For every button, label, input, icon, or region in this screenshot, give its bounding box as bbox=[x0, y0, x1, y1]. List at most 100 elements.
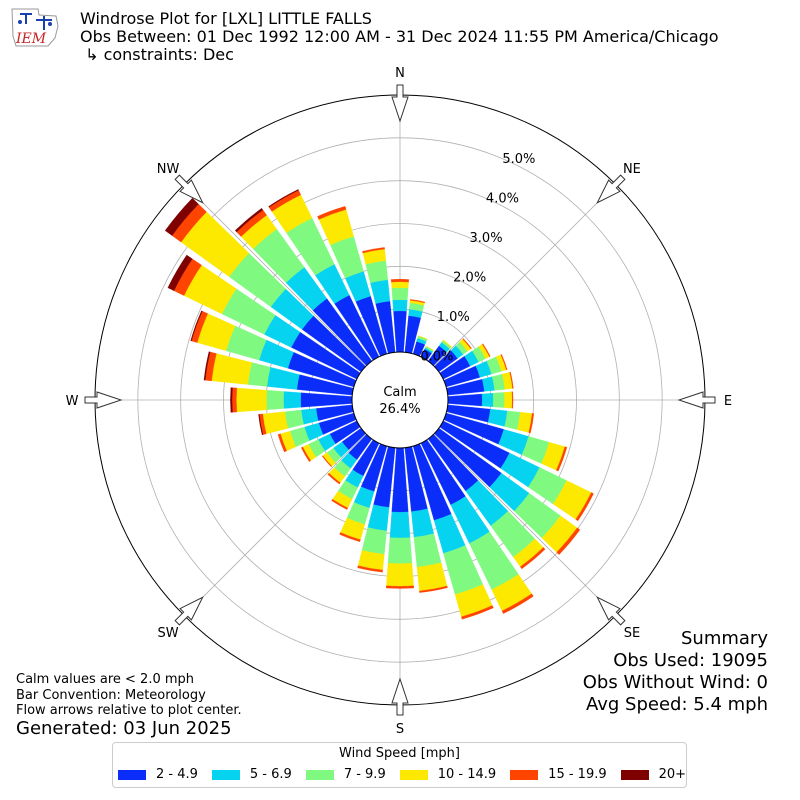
wind-bar-segment bbox=[321, 455, 333, 468]
speed-legend: Wind Speed [mph] 2 - 4.9 5 - 6.9 7 - 9.9 10… bbox=[112, 742, 687, 788]
wind-bar-segment bbox=[277, 433, 287, 453]
radial-tick-label: 5.0% bbox=[502, 152, 535, 167]
calm-label: Calm bbox=[383, 385, 416, 400]
bar-convention-note: Bar Convention: Meteorology bbox=[16, 687, 206, 703]
wind-bar-segment bbox=[231, 387, 237, 413]
flow-arrow-icon bbox=[596, 596, 626, 626]
wind-bar-segment bbox=[236, 387, 267, 413]
wind-bar-segment bbox=[234, 208, 264, 233]
flow-arrow-icon bbox=[174, 174, 204, 204]
radial-tick-label: 0.0% bbox=[420, 350, 453, 365]
wind-bar-segment bbox=[481, 392, 494, 408]
flow-arrow-shape bbox=[596, 174, 626, 204]
legend-swatch bbox=[305, 769, 334, 780]
direction-label: E bbox=[724, 394, 732, 409]
legend-label: 7 - 9.9 bbox=[343, 767, 386, 782]
legend-swatch bbox=[510, 769, 539, 780]
grid-ring bbox=[137, 137, 663, 663]
radial-tick-label: 1.0% bbox=[437, 310, 470, 325]
radial-tick-label: 3.0% bbox=[470, 231, 503, 246]
wind-bar-segment bbox=[575, 492, 594, 522]
flow-arrow-shape bbox=[596, 596, 626, 626]
wind-bar-segment bbox=[247, 362, 271, 387]
wind-bar-segment bbox=[501, 593, 534, 614]
wind-bar-segment bbox=[462, 338, 472, 350]
flow-arrow-icon bbox=[84, 391, 123, 409]
wind-bar-segment bbox=[387, 537, 413, 564]
flow-arrow-icon bbox=[391, 677, 409, 716]
radial-tick-label: 2.0% bbox=[453, 271, 486, 286]
wind-bar-segment bbox=[203, 351, 211, 381]
wind-bar-segment bbox=[357, 565, 383, 573]
wind-bar-segment bbox=[367, 504, 390, 532]
wind-bar-segment bbox=[511, 391, 514, 409]
wind-bar-segment bbox=[556, 446, 568, 472]
wind-bar-segment bbox=[416, 562, 448, 592]
wind-bar-segment bbox=[386, 563, 414, 587]
plot-notes: Calm values are < 2.0 mph Bar Convention… bbox=[16, 672, 242, 719]
wind-bar-segment bbox=[317, 206, 347, 220]
legend-label: 5 - 6.9 bbox=[249, 767, 292, 782]
summary-panel: Summary Obs Used: 19095 Obs Without Wind… bbox=[583, 628, 768, 716]
legend-swatch bbox=[118, 769, 146, 780]
wind-bar-segment bbox=[362, 247, 385, 254]
direction-label: SW bbox=[158, 626, 179, 641]
flow-note: Flow arrows relative to plot center. bbox=[16, 703, 242, 718]
wind-bar-segment bbox=[556, 527, 581, 555]
legend-swatch bbox=[399, 769, 428, 780]
wind-bar-segment bbox=[190, 310, 203, 342]
wind-bar-segment bbox=[268, 189, 299, 208]
wind-bar-segment bbox=[167, 254, 193, 291]
avg-speed: Avg Speed: 5.4 mph bbox=[586, 694, 768, 715]
wind-bar-segment bbox=[504, 391, 513, 409]
direction-label: N bbox=[395, 66, 405, 81]
obs-without-wind: Obs Without Wind: 0 bbox=[582, 672, 768, 693]
wind-bar-segment bbox=[365, 260, 388, 284]
wind-bar-segment bbox=[391, 287, 409, 301]
wind-bar-segment bbox=[392, 299, 408, 312]
wind-bar-segment bbox=[492, 392, 505, 408]
wind-bar-segment bbox=[339, 532, 361, 542]
direction-label: SE bbox=[624, 626, 640, 641]
summary-heading: Summary bbox=[681, 628, 768, 649]
legend-label: 10 - 14.9 bbox=[437, 767, 497, 782]
wind-bar-segment bbox=[417, 335, 428, 340]
direction-label: NW bbox=[157, 162, 180, 177]
flow-arrow-icon bbox=[391, 84, 409, 123]
title-line-1: Windrose Plot for [LXL] LITTLE FALLS bbox=[80, 9, 372, 28]
direction-label: S bbox=[396, 722, 404, 737]
wind-bar-segment bbox=[331, 499, 348, 510]
title-line-2: Obs Between: 01 Dec 1992 12:00 AM - 31 D… bbox=[80, 27, 719, 46]
wind-bar-segment bbox=[409, 299, 425, 303]
legend-title: Wind Speed [mph] bbox=[339, 746, 460, 761]
wind-bar-segment bbox=[361, 527, 387, 555]
flow-arrow-icon bbox=[596, 174, 626, 204]
wind-bar-segment bbox=[300, 392, 353, 408]
direction-label: NE bbox=[623, 162, 641, 177]
legend-label: 15 - 19.9 bbox=[548, 767, 607, 782]
calm-circle bbox=[351, 351, 449, 449]
flow-arrow-shape bbox=[174, 596, 204, 626]
flow-arrow-shape bbox=[84, 391, 123, 409]
legend-label: 20+ bbox=[658, 767, 687, 782]
wind-bar-segment bbox=[230, 387, 233, 413]
calm-value: 26.4% bbox=[379, 402, 420, 417]
calm-note: Calm values are < 2.0 mph bbox=[16, 672, 195, 687]
chart-title: Windrose Plot for [LXL] LITTLE FALLS Obs … bbox=[80, 10, 719, 64]
wind-bar-segment bbox=[283, 391, 302, 409]
wind-bar-segment bbox=[301, 446, 311, 462]
wind-bar-segment bbox=[413, 533, 442, 568]
wind-bar-segment bbox=[447, 393, 483, 407]
legend-item: 7 - 9.9 bbox=[305, 767, 386, 782]
radial-tick-label: 4.0% bbox=[486, 191, 519, 206]
wind-bar-segment bbox=[391, 281, 409, 289]
legend-item: 2 - 4.9 bbox=[118, 767, 198, 782]
iem-logo: IEM bbox=[11, 8, 59, 47]
wind-bar-segment bbox=[266, 390, 284, 410]
wind-bar-segment bbox=[262, 411, 289, 435]
wind-bar-segment bbox=[509, 371, 514, 389]
wind-bar-segment bbox=[528, 413, 534, 434]
legend-item: 20+ bbox=[620, 767, 687, 782]
wind-bar-segment bbox=[300, 408, 319, 425]
